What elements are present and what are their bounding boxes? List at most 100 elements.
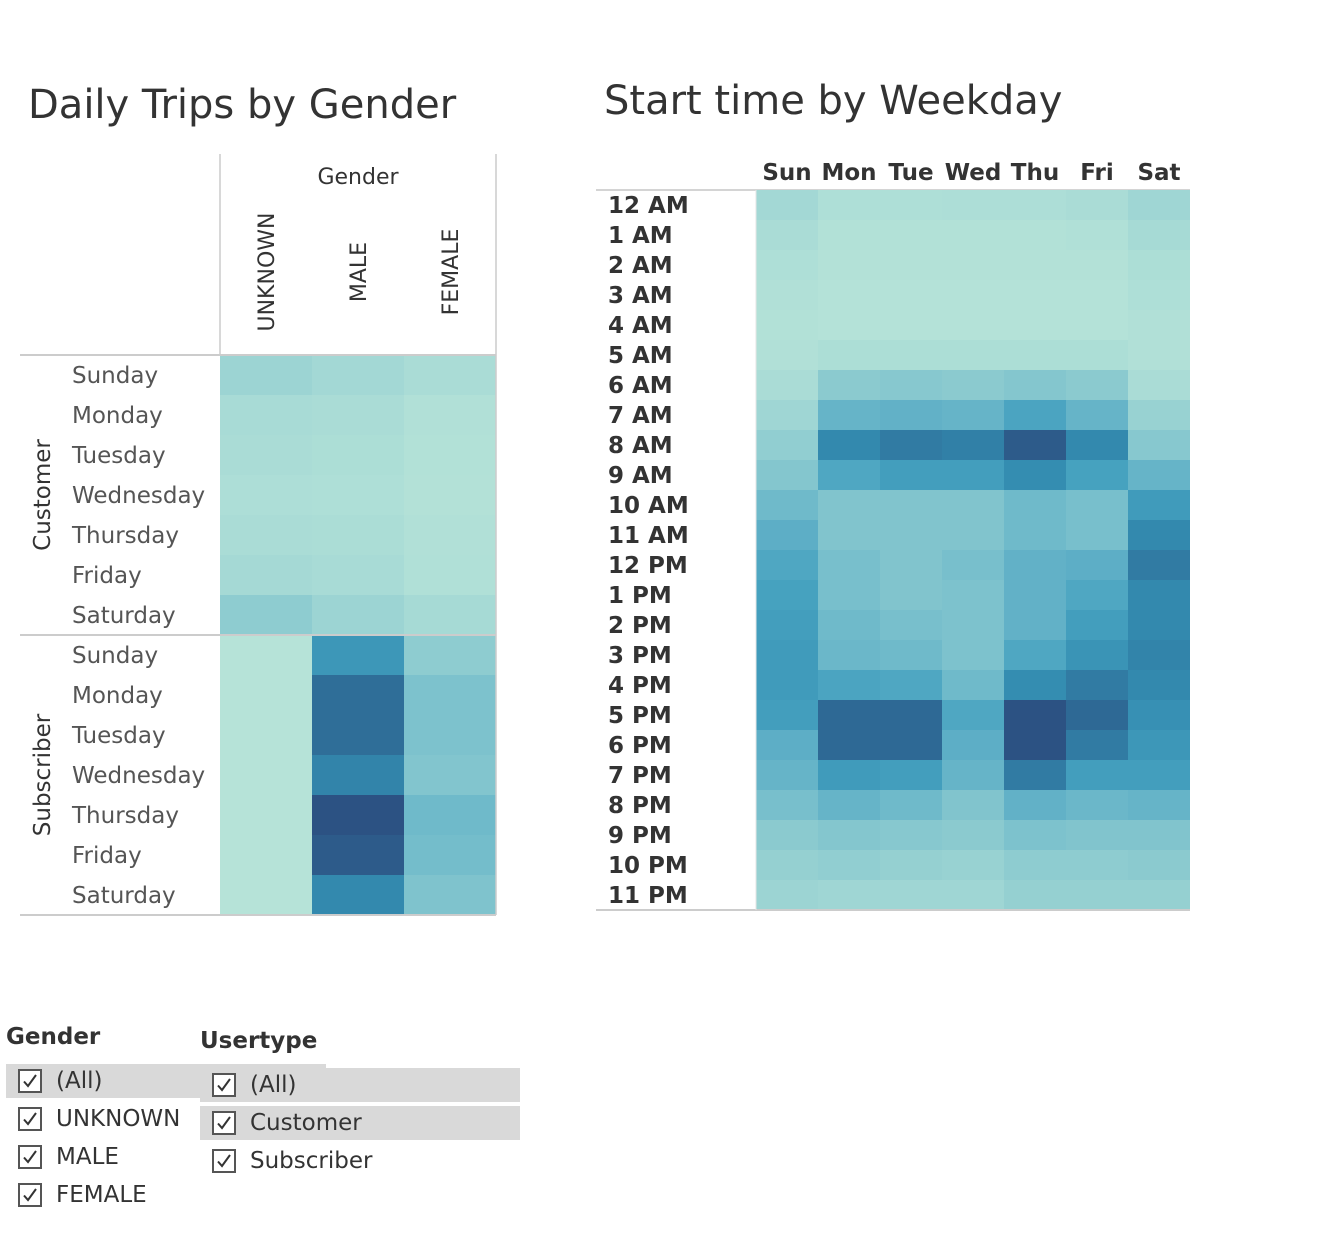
weekday-cell-9-pm-wed [942, 820, 1004, 850]
weekday-cell-2-am-sat [1128, 250, 1190, 280]
weekday-cell-3-pm-sat [1128, 640, 1190, 670]
weekday-cell-9-pm-thu [1004, 820, 1066, 850]
weekday-cell-5-pm-wed [942, 700, 1004, 730]
gender-cell-customer-sunday-unknown [220, 355, 312, 395]
weekday-cell-7-pm-sat [1128, 760, 1190, 790]
gender-cell-subscriber-wednesday-female [404, 755, 496, 795]
checkbox[interactable] [18, 1183, 42, 1207]
charts-canvas: Gender UNKNOWN MALE FEMALE Sunday Monday Tuesd… [20, 154, 1190, 916]
weekday-cell-11-am-mon [818, 520, 880, 550]
weekday-row-label-1-pm: 1 PM [608, 583, 672, 609]
gender-cell-subscriber-wednesday-male [312, 755, 404, 795]
weekday-cell-6-pm-thu [1004, 730, 1066, 760]
weekday-cell-10-am-thu [1004, 490, 1066, 520]
weekday-row-label-5-am: 5 AM [608, 343, 673, 369]
weekday-cell-4-pm-sun [756, 670, 818, 700]
gender-cell-customer-saturday-male [312, 595, 404, 635]
usertype-filter-item-customer[interactable]: Customer [200, 1106, 520, 1140]
weekday-cell-11-pm-mon [818, 880, 880, 910]
checkbox[interactable] [212, 1149, 236, 1173]
checkbox[interactable] [18, 1145, 42, 1169]
weekday-row-label-12-pm: 12 PM [608, 553, 688, 579]
filter-item-label: Customer [250, 1110, 362, 1136]
weekday-cell-5-am-thu [1004, 340, 1066, 370]
checkbox[interactable] [18, 1107, 42, 1131]
weekday-cell-1-pm-thu [1004, 580, 1066, 610]
weekday-cell-7-pm-fri [1066, 760, 1128, 790]
weekday-cell-6-pm-sat [1128, 730, 1190, 760]
weekday-cell-8-pm-tue [880, 790, 942, 820]
weekday-cell-6-pm-mon [818, 730, 880, 760]
gender-cell-customer-thursday-unknown [220, 515, 312, 555]
weekday-row-label-9-pm: 9 PM [608, 823, 672, 849]
gender-cell-customer-thursday-male [312, 515, 404, 555]
weekday-cell-7-pm-sun [756, 760, 818, 790]
gender-cell-subscriber-friday-female [404, 835, 496, 875]
weekday-cell-5-pm-sun [756, 700, 818, 730]
gender-row-label-subscriber-saturday: Saturday [72, 883, 176, 909]
gender-filter-item-female[interactable]: FEMALE [6, 1178, 147, 1212]
weekday-cell-12-am-sun [756, 190, 818, 220]
weekday-cell-10-pm-tue [880, 850, 942, 880]
weekday-cell-7-pm-mon [818, 760, 880, 790]
weekday-cell-6-am-sun [756, 370, 818, 400]
weekday-cell-10-pm-fri [1066, 850, 1128, 880]
weekday-cell-2-am-tue [880, 250, 942, 280]
weekday-cell-11-am-fri [1066, 520, 1128, 550]
weekday-row-label-8-am: 8 AM [608, 433, 673, 459]
gender-filter-item-unknown[interactable]: UNKNOWN [6, 1102, 180, 1136]
weekday-cell-11-am-thu [1004, 520, 1066, 550]
weekday-cell-3-pm-thu [1004, 640, 1066, 670]
weekday-cell-3-am-thu [1004, 280, 1066, 310]
weekday-cell-1-pm-mon [818, 580, 880, 610]
checkbox[interactable] [212, 1111, 236, 1135]
checkmark-icon [23, 1074, 37, 1088]
weekday-cell-3-pm-sun [756, 640, 818, 670]
weekday-row-label-3-am: 3 AM [608, 283, 673, 309]
weekday-column-label-sat: Sat [1137, 160, 1180, 186]
gender-row-label-subscriber-sunday: Sunday [72, 643, 158, 669]
weekday-cell-10-pm-wed [942, 850, 1004, 880]
weekday-cell-9-am-fri [1066, 460, 1128, 490]
checkbox[interactable] [18, 1069, 42, 1093]
weekday-cell-10-am-tue [880, 490, 942, 520]
weekday-cell-10-am-sat [1128, 490, 1190, 520]
weekday-cell-11-am-sat [1128, 520, 1190, 550]
weekday-cell-1-pm-wed [942, 580, 1004, 610]
weekday-cell-1-pm-sat [1128, 580, 1190, 610]
weekday-cell-11-pm-tue [880, 880, 942, 910]
weekday-cell-12-am-sat [1128, 190, 1190, 220]
checkbox[interactable] [212, 1073, 236, 1097]
weekday-cell-1-pm-tue [880, 580, 942, 610]
usertype-filter-item-all[interactable]: (All) [200, 1068, 520, 1102]
gender-cell-subscriber-monday-male [312, 675, 404, 715]
gender-row-label-customer-tuesday: Tuesday [71, 443, 166, 469]
weekday-cell-9-am-mon [818, 460, 880, 490]
gender-cell-customer-tuesday-male [312, 435, 404, 475]
weekday-cell-10-am-wed [942, 490, 1004, 520]
weekday-cell-12-am-mon [818, 190, 880, 220]
gender-cell-subscriber-wednesday-unknown [220, 755, 312, 795]
gender-filter-item-male[interactable]: MALE [6, 1140, 119, 1174]
weekday-cell-10-am-mon [818, 490, 880, 520]
weekday-row-label-2-pm: 2 PM [608, 613, 672, 639]
gender-cell-customer-friday-male [312, 555, 404, 595]
usertype-filter-item-subscriber[interactable]: Subscriber [200, 1144, 372, 1178]
weekday-row-label-10-am: 10 AM [608, 493, 689, 519]
weekday-cell-4-am-fri [1066, 310, 1128, 340]
weekday-row-label-9-am: 9 AM [608, 463, 673, 489]
weekday-cell-4-am-sat [1128, 310, 1190, 340]
weekday-cell-8-pm-sun [756, 790, 818, 820]
weekday-cell-4-pm-wed [942, 670, 1004, 700]
weekday-cell-12-am-thu [1004, 190, 1066, 220]
weekday-cell-2-pm-tue [880, 610, 942, 640]
weekday-cell-4-pm-thu [1004, 670, 1066, 700]
weekday-cell-9-pm-sun [756, 820, 818, 850]
gender-cell-subscriber-tuesday-male [312, 715, 404, 755]
weekday-cell-2-am-mon [818, 250, 880, 280]
weekday-cell-1-am-thu [1004, 220, 1066, 250]
weekday-cell-4-am-mon [818, 310, 880, 340]
gender-row-label-customer-sunday: Sunday [72, 363, 158, 389]
weekday-cell-9-am-sat [1128, 460, 1190, 490]
weekday-cell-5-am-sun [756, 340, 818, 370]
